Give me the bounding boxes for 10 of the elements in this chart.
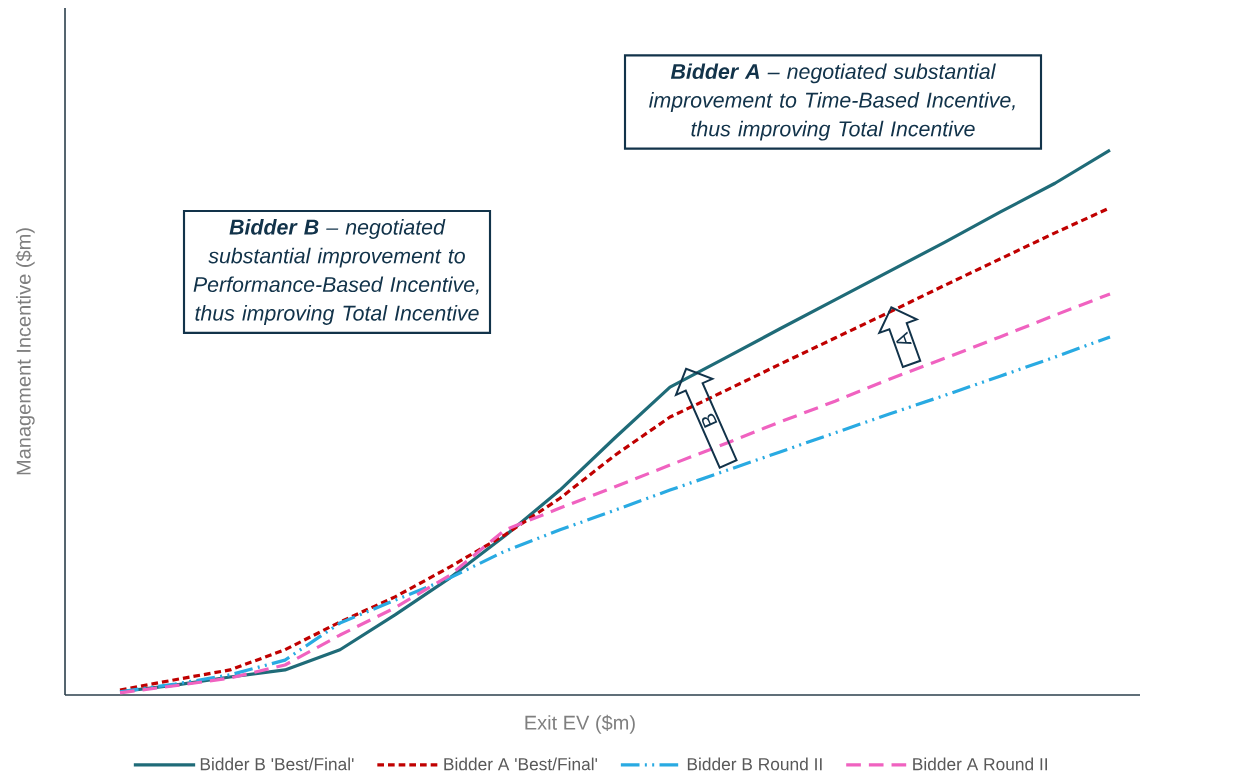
y-axis-title: Management Incentive ($m)	[15, 228, 35, 475]
legend-label: Bidder B Round II	[687, 757, 822, 771]
legend-label: Bidder B 'Best/Final'	[200, 757, 354, 771]
legend-label: Bidder A Round II	[913, 757, 1047, 771]
x-axis-title: Exit EV ($m)	[525, 714, 635, 734]
legend-label: Bidder A 'Best/Final'	[444, 757, 598, 771]
text: Bidder A – negotiated substantial improvement to Time-Based Incentive, thus improving Total Incentive	[649, 63, 1015, 141]
annotation: Bidder B – negotiated substantial improvement to Performance-Based Incentive, thus improving Total Incentive	[193, 219, 479, 325]
annotation: B	[701, 413, 718, 428]
annotation: A	[896, 331, 912, 344]
